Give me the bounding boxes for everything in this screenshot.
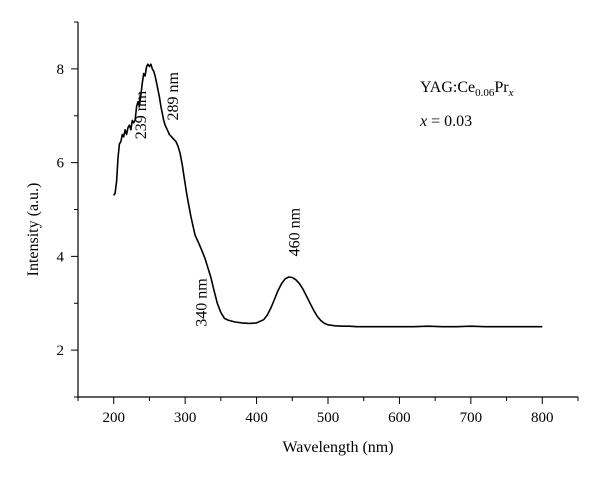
legend-mid: Pr bbox=[494, 79, 509, 96]
legend-sub1: 0.06 bbox=[475, 87, 495, 99]
peak-label: 340 nm bbox=[194, 278, 211, 327]
y-axis-title: Intensity (a.u.) bbox=[25, 183, 42, 277]
x-tick-label: 200 bbox=[102, 410, 125, 426]
x-tick-label: 600 bbox=[388, 410, 411, 426]
legend-value: = 0.03 bbox=[427, 113, 472, 130]
legend-sub2: x bbox=[508, 87, 514, 99]
legend-prefix: YAG:Ce bbox=[420, 79, 475, 96]
x-axis-title: Wavelength (nm) bbox=[282, 439, 393, 456]
y-tick-label: 6 bbox=[57, 156, 65, 172]
y-tick-label: 4 bbox=[57, 249, 65, 265]
x-tick-label: 500 bbox=[317, 410, 340, 426]
legend-var: x bbox=[419, 113, 427, 130]
peak-label: 239 nm bbox=[133, 90, 150, 139]
x-ticks: 200 300 400 500 600 700 800 bbox=[77, 397, 579, 426]
y-tick-label: 2 bbox=[57, 343, 65, 359]
peak-label: 460 nm bbox=[286, 207, 303, 256]
x-tick-label: 700 bbox=[460, 410, 483, 426]
spectrum-line bbox=[113, 63, 543, 328]
peak-label: 289 nm bbox=[165, 71, 182, 120]
legend-composition: YAG:Ce0.06Prx bbox=[420, 79, 514, 99]
y-tick-label: 8 bbox=[57, 62, 65, 78]
x-tick-label: 800 bbox=[531, 410, 554, 426]
x-tick-label: 300 bbox=[174, 410, 197, 426]
sample-legend: YAG:Ce0.06Prx x = 0.03 bbox=[419, 79, 514, 130]
peak-annotations: 239 nm 289 nm 340 nm 460 nm bbox=[133, 71, 304, 326]
x-tick-label: 400 bbox=[245, 410, 268, 426]
y-ticks: 2 4 6 8 bbox=[57, 21, 78, 398]
legend-concentration: x = 0.03 bbox=[419, 113, 472, 130]
